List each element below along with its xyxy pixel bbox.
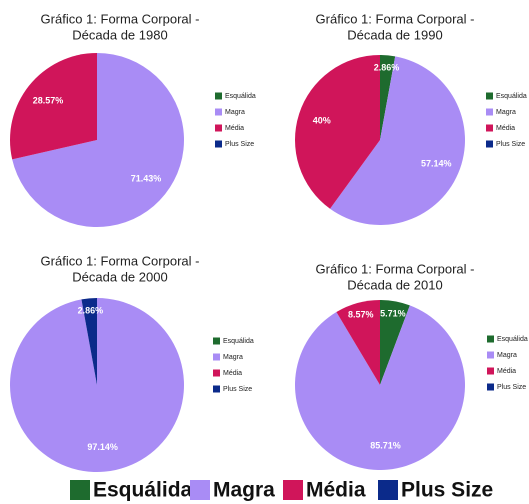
legend-label: Esquálida: [225, 93, 256, 100]
legend-label: Magra: [223, 354, 243, 361]
pie-slice: [330, 56, 465, 225]
pie-slice: [9, 53, 98, 160]
legend-label: Esquálida: [223, 338, 254, 345]
legend-label: Plus Size: [223, 386, 252, 393]
legend-label: Magra: [496, 109, 516, 116]
pie-slice: [294, 305, 465, 470]
legend-swatch: [213, 369, 220, 377]
value-label: 2.86%: [374, 62, 400, 72]
pie-slice: [295, 55, 380, 209]
legend-label: Magra: [225, 109, 245, 116]
legend-label: Média: [225, 125, 244, 132]
legend-swatch: [487, 335, 494, 343]
pie-slice: [380, 300, 410, 385]
legend-label: Plus Size: [497, 384, 526, 391]
value-label: 5.71%: [380, 308, 406, 318]
legend-label: Esquálida: [496, 93, 527, 100]
legend-swatch: [215, 108, 222, 116]
chart-title: Década de 2000: [72, 269, 167, 284]
pie-slice: [81, 298, 97, 385]
legend-swatch: [70, 480, 90, 500]
chart-title: Década de 1990: [347, 27, 442, 42]
legend-swatch: [283, 480, 303, 500]
pie-slice: [336, 300, 380, 385]
value-label: 28.57%: [33, 95, 64, 105]
legend-label: Plus Size: [225, 141, 254, 148]
legend-swatch: [487, 383, 494, 391]
value-label: 57.14%: [421, 158, 452, 168]
legend-swatch: [486, 124, 493, 132]
legend-swatch: [190, 480, 210, 500]
value-label: 40%: [313, 115, 331, 125]
legend-label: Magra: [497, 352, 517, 359]
legend-swatch: [487, 351, 494, 359]
legend-swatch: [213, 337, 220, 345]
value-label: 2.86%: [78, 306, 104, 316]
legend-swatch: [486, 108, 493, 116]
chart-title: Gráfico 1: Forma Corporal -: [316, 261, 475, 276]
legend-swatch: [213, 353, 220, 361]
chart-title: Gráfico 1: Forma Corporal -: [316, 11, 475, 26]
pie-slice: [10, 298, 185, 472]
legend-swatch: [378, 480, 398, 500]
legend-label: Esquálida: [93, 479, 193, 502]
chart-title: Década de 2010: [347, 277, 442, 292]
legend-swatch: [486, 92, 493, 100]
legend-label: Média: [497, 368, 516, 375]
legend-swatch: [213, 385, 220, 393]
value-label: 71.43%: [131, 173, 162, 183]
legend-label: Esquálida: [497, 336, 528, 343]
legend-label: Média: [306, 479, 366, 502]
legend-label: Média: [223, 370, 242, 377]
legend-swatch: [486, 140, 493, 148]
legend-label: Média: [496, 125, 515, 132]
legend-swatch: [487, 367, 494, 375]
chart-title: Gráfico 1: Forma Corporal -: [41, 253, 200, 268]
value-label: 8.57%: [348, 310, 374, 320]
chart-title: Década de 1980: [72, 27, 167, 42]
legend-swatch: [215, 92, 222, 100]
chart-title: Gráfico 1: Forma Corporal -: [41, 11, 200, 26]
legend-label: Magra: [213, 479, 275, 502]
legend-label: Plus Size: [401, 479, 493, 502]
legend-swatch: [215, 140, 222, 148]
value-label: 85.71%: [370, 440, 401, 450]
legend-label: Plus Size: [496, 141, 525, 148]
pie-slice: [380, 55, 396, 140]
pie-slice: [12, 53, 185, 227]
value-label: 97.14%: [87, 442, 118, 452]
legend-swatch: [215, 124, 222, 132]
